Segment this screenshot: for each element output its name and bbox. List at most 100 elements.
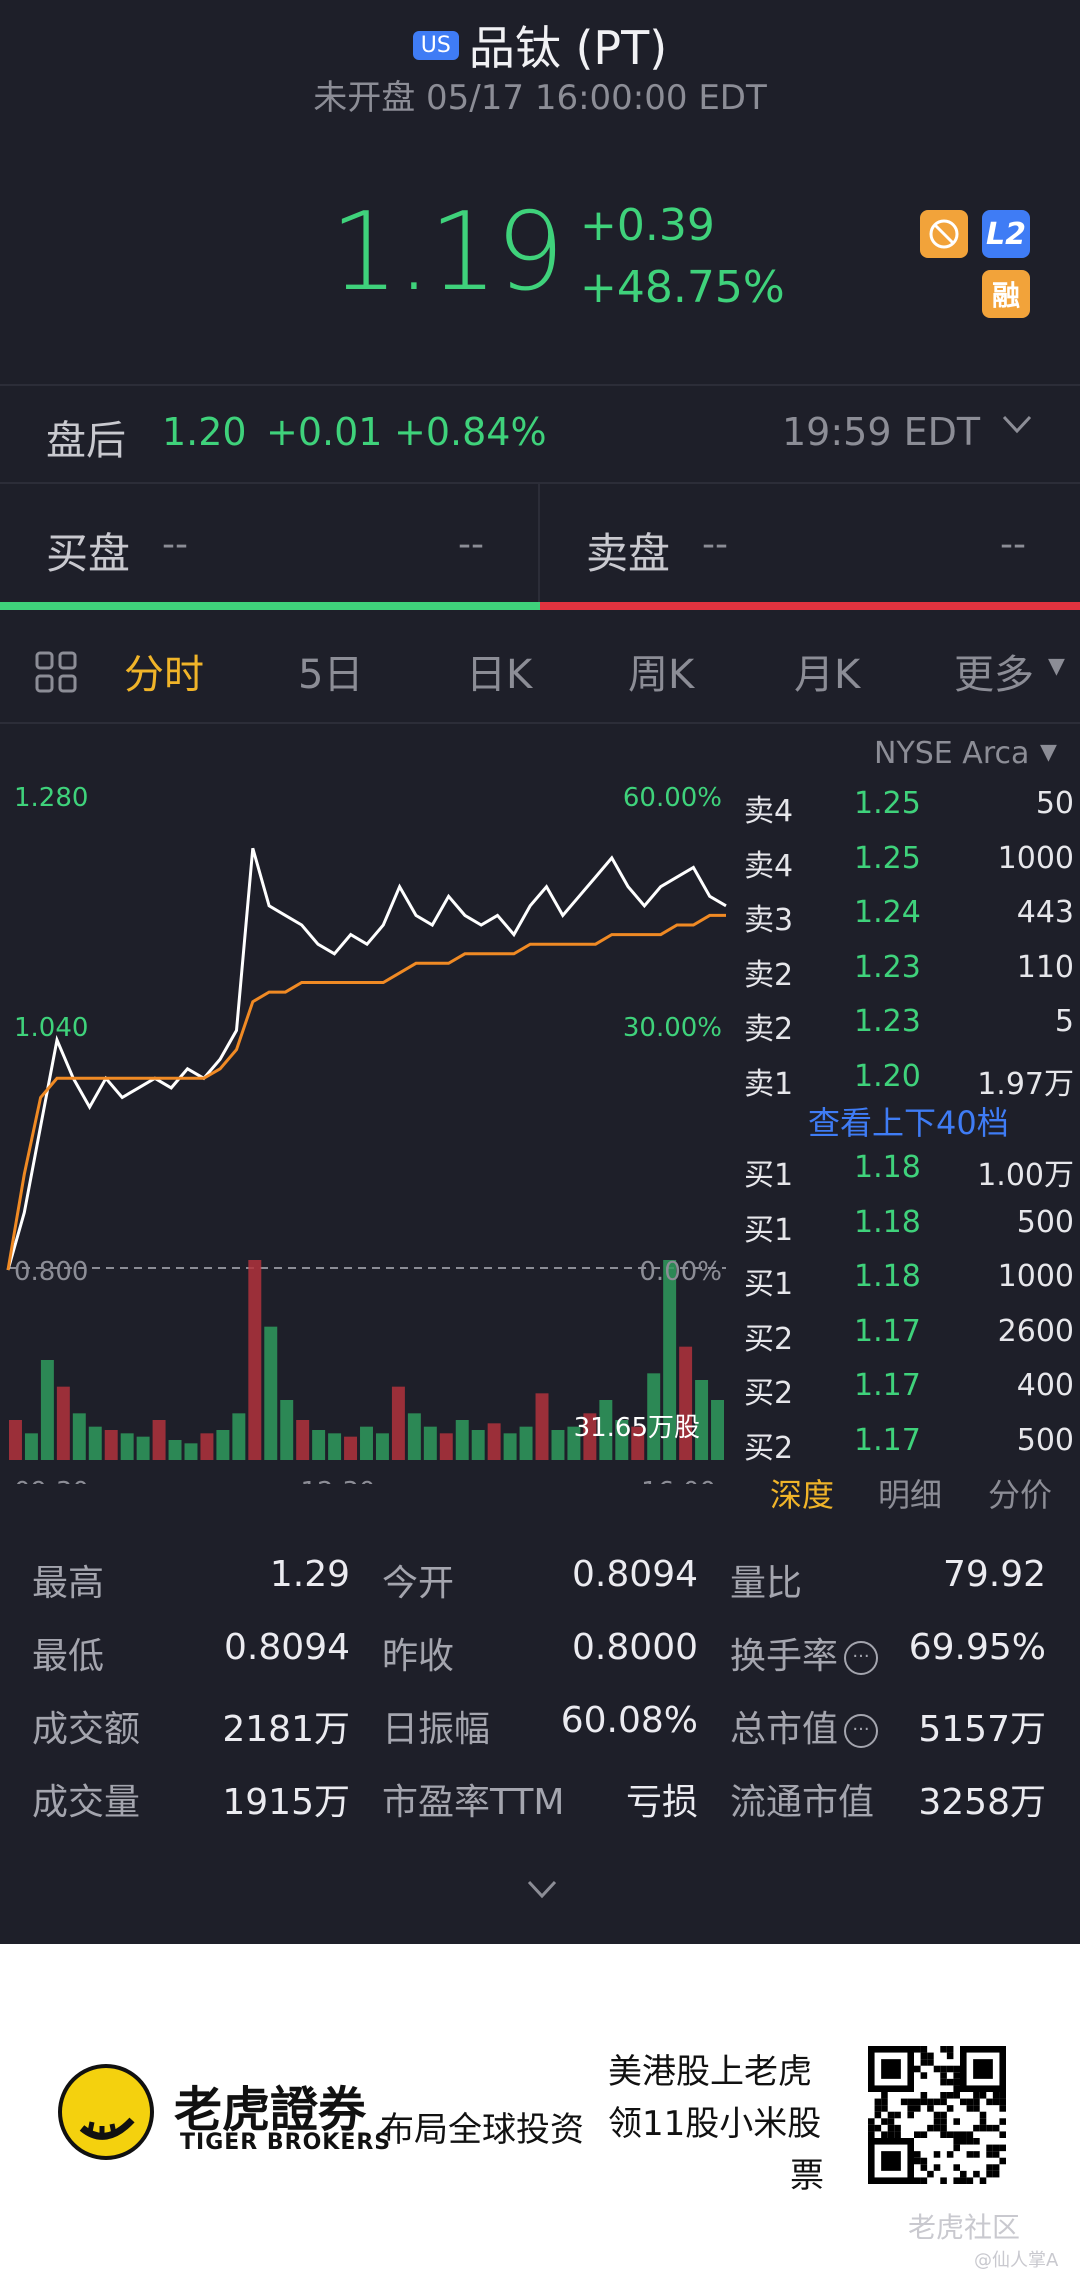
order-book-row[interactable]: 卖1 1.20 1.97万 [744, 1059, 1074, 1113]
bid-label: 买盘 [46, 529, 131, 578]
bid-ask-panel: 买盘 -- -- 卖盘 -- -- [0, 484, 1080, 604]
stat-label-text: 最低 [32, 1636, 105, 1677]
volume-bar [152, 1420, 166, 1460]
stat-label-text: 市盈率TTM [382, 1782, 565, 1823]
volume-bar [88, 1426, 102, 1460]
order-side: 卖4 [744, 794, 794, 829]
caret-down-icon[interactable]: ▼ [1040, 740, 1057, 765]
order-book-row[interactable]: 买1 1.18 1000 [744, 1259, 1074, 1313]
volume-bar [503, 1433, 517, 1460]
order-price: 1.24 [854, 895, 921, 930]
tab-daily-k[interactable]: 日K [466, 652, 533, 698]
volume-bar [615, 1420, 629, 1460]
volume-bar [72, 1413, 86, 1460]
volume-bar [487, 1423, 501, 1460]
order-book-row[interactable]: 卖4 1.25 1000 [744, 841, 1074, 895]
order-qty: 1.97万 [977, 1066, 1074, 1102]
order-book-row[interactable]: 买2 1.17 500 [744, 1423, 1074, 1477]
stat-value: 3258万 [918, 1782, 1046, 1823]
tab-5day[interactable]: 5日 [298, 652, 364, 698]
qr-code[interactable] [868, 2046, 1006, 2184]
chart-svg[interactable]: 1.280 1.040 0.800 60.00% 30.00% 0.00% 31.65万股 0… [0, 724, 740, 1484]
stat-label-text: 换手率 [730, 1636, 839, 1677]
order-price: 1.17 [854, 1313, 921, 1349]
order-book-row[interactable]: 卖2 1.23 5 [744, 1004, 1074, 1058]
after-hours-bar[interactable]: 盘后 1.20 +0.01 +0.84% 19:59 EDT [0, 386, 1080, 482]
promo-line: 票 [790, 2156, 824, 2196]
tiger-logo [58, 2064, 154, 2160]
order-book-row[interactable]: 买2 1.17 2600 [744, 1314, 1074, 1368]
order-side: 卖3 [744, 903, 794, 938]
info-icon[interactable]: ··· [844, 1641, 879, 1675]
market-status: 未开盘 05/17 16:00:00 EDT [313, 78, 767, 118]
tab-monthly-k[interactable]: 月K [794, 652, 861, 698]
divider [0, 482, 1080, 484]
order-book-row[interactable]: 买1 1.18 500 [744, 1205, 1074, 1259]
volume-bar [40, 1360, 54, 1460]
volume-bar [296, 1420, 310, 1460]
view-40-levels-link[interactable]: 查看上下40档 [808, 1104, 1009, 1142]
stat-label: 流通市值 [730, 1773, 874, 1825]
grid-icon[interactable] [34, 650, 78, 694]
ask-quantity: -- [1000, 524, 1026, 565]
stat-label: 最高 [32, 1554, 104, 1606]
volume-bar [663, 1260, 677, 1460]
order-book-row[interactable]: 买1 1.18 1.00万 [744, 1150, 1074, 1204]
price-change-percent: +48.75% [580, 262, 785, 313]
l2-badge[interactable]: L2 [982, 210, 1030, 258]
volume-bar [200, 1433, 214, 1460]
intraday-chart[interactable]: 1.280 1.040 0.800 60.00% 30.00% 0.00% 31.65万股 0… [0, 724, 740, 1484]
stock-title[interactable]: 品钛 (PT) [468, 21, 668, 75]
order-book-row[interactable]: 卖2 1.23 110 [744, 950, 1074, 1004]
divider [0, 722, 1080, 724]
no-short-icon[interactable] [920, 210, 968, 258]
order-book-row[interactable]: 卖4 1.25 50 [744, 786, 1074, 840]
volume-bar [312, 1430, 326, 1460]
volume-bar [551, 1430, 565, 1460]
stat-value: 2181万 [222, 1709, 350, 1750]
volume-bar [328, 1433, 342, 1460]
tab-price-distribution[interactable]: 分价 [988, 1476, 1053, 1514]
last-price: 1.19 [330, 190, 564, 315]
stat-value: 79.92 [942, 1554, 1046, 1595]
tab-intraday[interactable]: 分时 [124, 652, 204, 698]
tab-depth[interactable]: 深度 [770, 1476, 835, 1514]
volume-bar [423, 1426, 437, 1460]
promo-line: 美港股上老虎 [608, 2052, 812, 2092]
x-label: 12:30 [301, 1477, 376, 1484]
exchange-selector[interactable]: NYSE Arca [874, 736, 1030, 771]
order-book-row[interactable]: 卖3 1.24 443 [744, 895, 1074, 949]
ask-price: -- [702, 524, 728, 565]
volume-bar [647, 1373, 661, 1460]
ask-strength-bar [540, 602, 1080, 610]
stat-label: 换手率 ··· [730, 1627, 879, 1679]
y-label: 0.800 [14, 1257, 88, 1287]
order-side: 买1 [744, 1212, 794, 1248]
volume-bar [695, 1380, 709, 1460]
y-label: 1.280 [14, 783, 88, 813]
volume-bar [344, 1436, 358, 1460]
volume-bar [679, 1346, 693, 1460]
tab-details[interactable]: 明细 [878, 1476, 943, 1514]
order-price: 1.18 [854, 1204, 921, 1240]
chart-period-tabs: 分时 5日 日K 周K 月K 更多 ▼ [0, 616, 1080, 722]
volume-bar [232, 1413, 246, 1460]
caret-down-icon[interactable]: ▼ [1048, 654, 1065, 679]
order-price: 1.17 [854, 1368, 921, 1403]
stat-value: 0.8094 [224, 1627, 350, 1668]
bid-price: -- [162, 524, 188, 565]
order-qty: 50 [1035, 786, 1074, 821]
y-label-pct: 0.00% [639, 1257, 722, 1287]
volume-bar [360, 1426, 373, 1460]
tab-weekly-k[interactable]: 周K [628, 652, 695, 698]
info-icon[interactable]: ··· [844, 1714, 879, 1748]
margin-badge[interactable]: 融 [982, 270, 1030, 318]
order-book-row[interactable]: 买2 1.17 400 [744, 1368, 1074, 1422]
order-side: 买1 [744, 1158, 794, 1193]
chevron-down-icon[interactable] [525, 1868, 559, 1914]
watermark: 老虎社区 [908, 2211, 1021, 2244]
chevron-down-icon[interactable] [1000, 408, 1034, 448]
order-side: 卖1 [744, 1066, 794, 1102]
tab-more[interactable]: 更多 [954, 652, 1034, 698]
order-qty: 500 [1016, 1422, 1074, 1458]
